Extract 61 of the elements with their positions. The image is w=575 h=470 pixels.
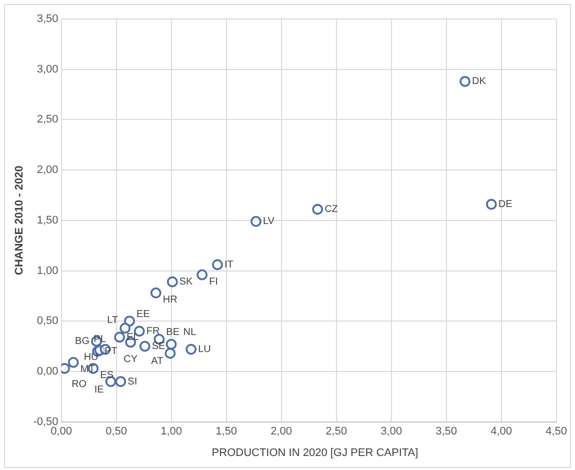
annotation: BG <box>75 336 90 347</box>
annotation: EE <box>136 308 150 320</box>
y-axis-title: CHANGE 2010 - 2020 <box>14 166 26 276</box>
x-tick-label: 1,50 <box>216 425 237 438</box>
annotation: CZ <box>324 204 338 216</box>
point <box>212 259 223 270</box>
point <box>196 269 208 280</box>
y-tick-label: 3,00 <box>36 63 58 76</box>
y-tick-label: 2,00 <box>36 164 58 176</box>
point <box>164 348 176 359</box>
x-tick-label: 4,50 <box>546 425 568 438</box>
annotation: NL <box>183 327 196 338</box>
point <box>312 204 323 215</box>
x-tick-label: 1,00 <box>160 425 182 438</box>
y-tick-label: 2,50 <box>36 114 58 126</box>
x-tick-label: 3,00 <box>380 425 402 438</box>
point <box>150 288 162 298</box>
x-tick-label: 0,50 <box>106 425 127 438</box>
x-tick-label: 0,00 <box>50 425 72 438</box>
annotation: SE <box>152 341 166 352</box>
annotation: CY <box>124 354 138 365</box>
annotation: SI <box>128 376 138 388</box>
point <box>250 216 262 227</box>
y-tick-label: 1,50 <box>36 214 58 226</box>
point <box>166 338 177 350</box>
point <box>139 340 150 352</box>
annotation: DE <box>498 199 513 210</box>
annotation: IT <box>224 259 234 270</box>
point <box>68 356 79 368</box>
annotation: ES <box>100 370 114 382</box>
point <box>124 316 135 326</box>
y-tick-label: -0,50 <box>33 416 58 428</box>
point <box>115 376 126 387</box>
annotation: IE <box>94 384 104 396</box>
point <box>460 76 470 87</box>
annotation: FR <box>146 326 160 337</box>
point <box>186 344 196 355</box>
annotation: HR <box>162 294 178 306</box>
point <box>486 198 497 210</box>
y-tick-label: 0,00 <box>36 365 58 378</box>
annotation: RO <box>72 379 87 390</box>
annotation: LT <box>107 314 118 326</box>
point <box>114 332 125 343</box>
y-tick-label: 0,50 <box>36 315 58 328</box>
annotation: LU <box>198 344 211 356</box>
x-axis-title: PRODUCTION IN 2020 [GJ PER CAPITA] <box>210 447 420 459</box>
annotation: LV <box>262 216 275 228</box>
x-tick-label: 4,00 <box>490 425 512 438</box>
annotation: FI <box>209 276 218 288</box>
annotation: SK <box>179 276 194 288</box>
x-tick-label: 2,00 <box>270 425 292 438</box>
point <box>166 276 178 288</box>
annotation: DK <box>472 76 486 88</box>
point <box>120 322 130 334</box>
y-tick-label: 3,50 <box>36 13 58 26</box>
annotation: BE <box>166 326 180 338</box>
annotation: AT <box>151 356 164 368</box>
x-tick-label: 2,50 <box>326 425 347 438</box>
annotation: HU <box>84 352 98 364</box>
x-tick-label: 3,50 <box>436 425 457 438</box>
y-tick-label: 1,00 <box>36 264 58 277</box>
